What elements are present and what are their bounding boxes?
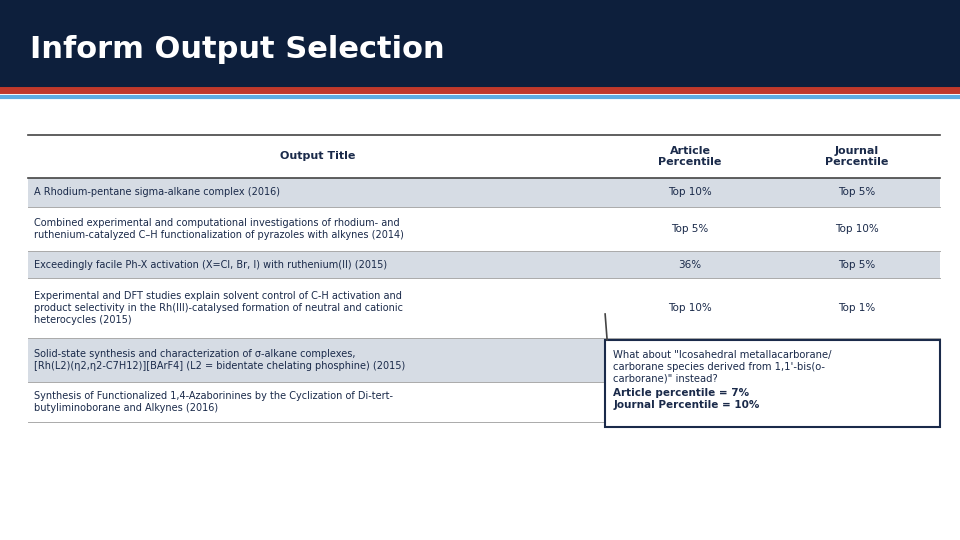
Text: Top 5%: Top 5% [838, 187, 876, 198]
Text: 36%: 36% [679, 260, 702, 269]
Text: Synthesis of Functionalized 1,4-Azaborinines by the Cyclization of Di-tert-
buty: Synthesis of Functionalized 1,4-Azaborin… [34, 391, 393, 413]
Text: Top 5%: Top 5% [671, 224, 708, 234]
Text: Article
Percentile: Article Percentile [659, 146, 722, 167]
Text: Output Title: Output Title [280, 152, 355, 161]
Text: Top 10%: Top 10% [834, 224, 878, 234]
Text: Top 10%: Top 10% [668, 303, 712, 313]
Text: What about "Icosahedral metallacarborane/
carborane species derived from 1,1'-bi: What about "Icosahedral metallacarborane… [613, 350, 831, 383]
Text: Journal
Percentile: Journal Percentile [825, 146, 888, 167]
Text: Solid-state synthesis and characterization of σ-alkane complexes,
[Rh(L2)(η2,η2-: Solid-state synthesis and characterizati… [34, 349, 405, 371]
Text: Top 5%: Top 5% [838, 260, 876, 269]
Text: Top 10%: Top 10% [668, 187, 712, 198]
Text: Inform Output Selection: Inform Output Selection [30, 35, 444, 64]
Text: A Rhodium-pentane sigma-alkane complex (2016): A Rhodium-pentane sigma-alkane complex (… [34, 187, 280, 198]
Text: Experimental and DFT studies explain solvent control of C-H activation and
produ: Experimental and DFT studies explain sol… [34, 292, 403, 325]
Text: Top 1%: Top 1% [838, 303, 876, 313]
Text: Exceedingly facile Ph-X activation (X=Cl, Br, I) with ruthenium(II) (2015): Exceedingly facile Ph-X activation (X=Cl… [34, 260, 387, 269]
Text: Article percentile = 7%
Journal Percentile = 10%: Article percentile = 7% Journal Percenti… [613, 388, 759, 410]
Text: Combined experimental and computational investigations of rhodium- and
ruthenium: Combined experimental and computational … [34, 218, 404, 240]
